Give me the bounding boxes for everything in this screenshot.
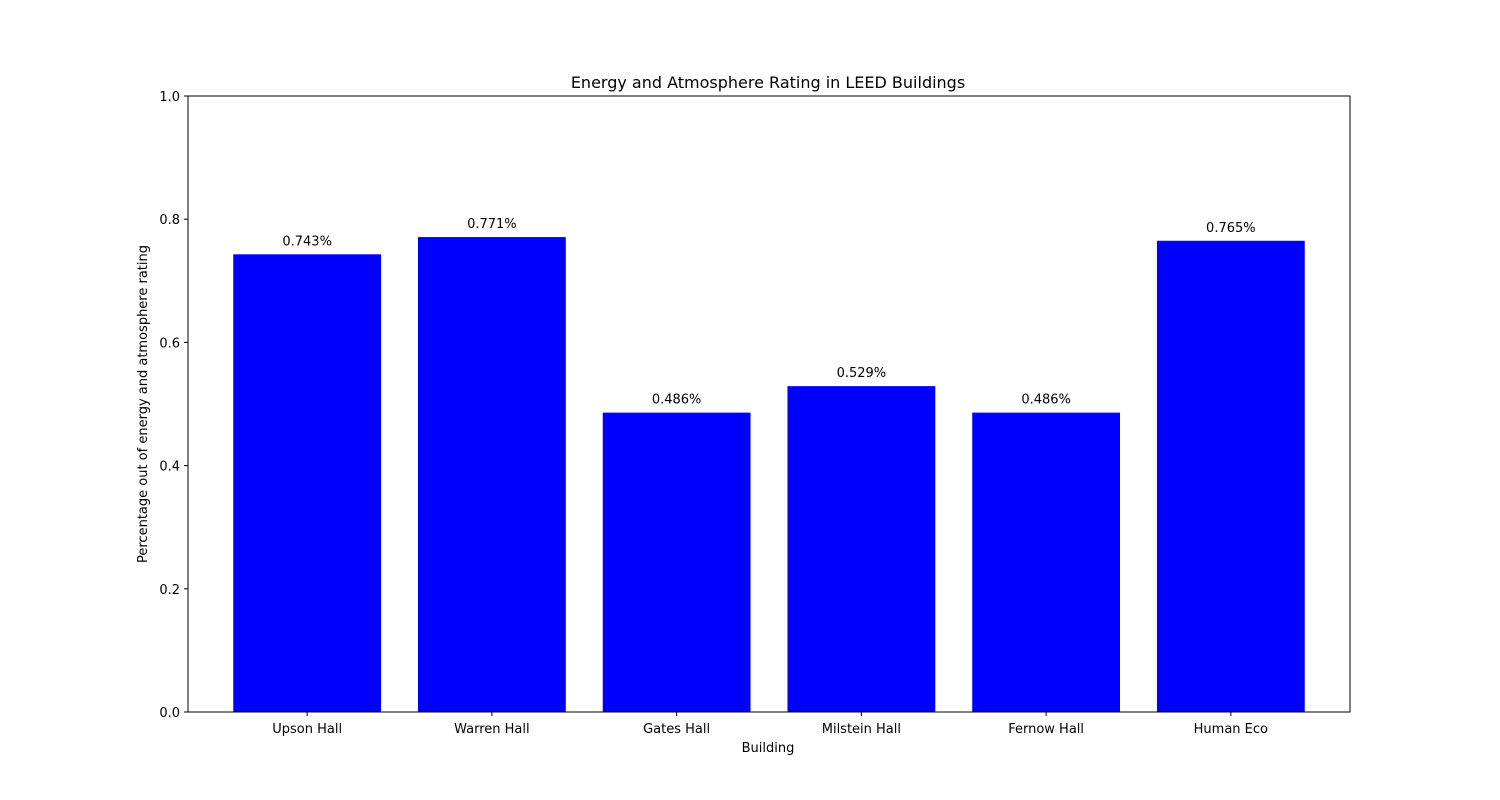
y-tick-label: 1.0 xyxy=(159,90,180,105)
x-tick-label: Human Eco xyxy=(1194,722,1268,737)
bar-fernow-hall xyxy=(972,412,1120,712)
data-labels-group: 0.743% 0.771% 0.486% 0.529% 0.486% 0.765% xyxy=(282,217,1255,408)
x-tick-label: Milstein Hall xyxy=(822,722,901,737)
data-label: 0.486% xyxy=(1021,393,1071,408)
bar-warren-hall xyxy=(418,237,566,712)
x-tick-label: Upson Hall xyxy=(272,722,342,737)
x-tick-label: Fernow Hall xyxy=(1008,722,1084,737)
data-label: 0.765% xyxy=(1206,221,1256,236)
data-label: 0.529% xyxy=(837,366,887,381)
y-axis: 0.0 0.2 0.4 0.6 0.8 1.0 xyxy=(159,90,188,721)
x-axis: Upson Hall Warren Hall Gates Hall Milstein … xyxy=(272,712,1268,737)
bar-human-eco xyxy=(1156,240,1305,712)
bar-milstein-hall xyxy=(787,386,936,712)
data-label: 0.486% xyxy=(652,393,702,408)
x-tick-label: Gates Hall xyxy=(643,722,710,737)
y-tick-label: 0.0 xyxy=(159,706,180,721)
chart-title: Energy and Atmosphere Rating in LEED Bui… xyxy=(571,73,965,92)
y-tick-label: 0.8 xyxy=(159,213,180,228)
bar-gates-hall xyxy=(602,412,751,712)
y-tick-label: 0.4 xyxy=(159,460,180,475)
y-tick-label: 0.2 xyxy=(159,583,180,598)
plot-frame xyxy=(187,95,1351,713)
data-label: 0.743% xyxy=(282,234,332,249)
bars-group xyxy=(233,237,1305,712)
data-label: 0.771% xyxy=(467,217,517,232)
x-tick-label: Warren Hall xyxy=(454,722,530,737)
y-axis-label: Percentage out of energy and atmosphere … xyxy=(136,245,151,563)
y-tick-label: 0.6 xyxy=(159,336,180,351)
x-axis-label: Building xyxy=(742,741,795,756)
bar-upson-hall xyxy=(233,254,382,712)
